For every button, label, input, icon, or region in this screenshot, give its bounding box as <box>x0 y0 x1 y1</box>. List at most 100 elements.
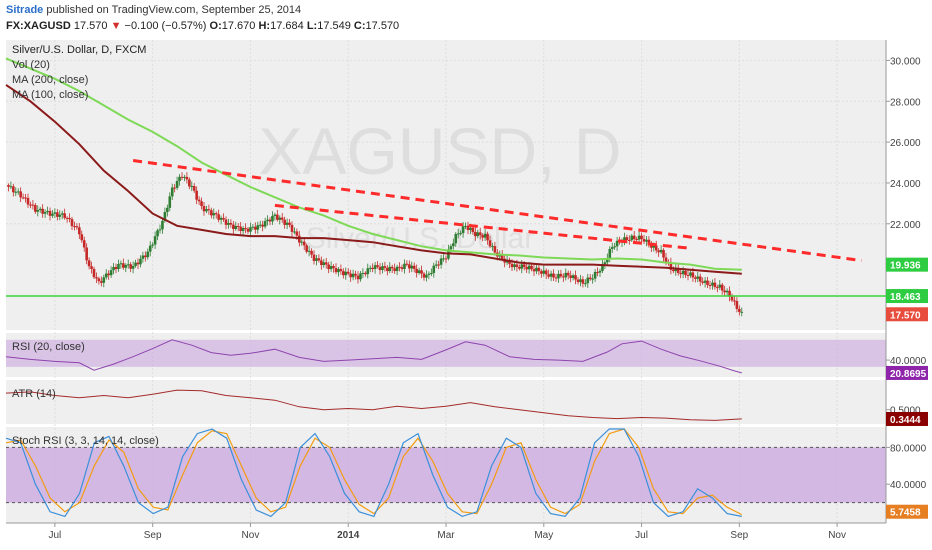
price-tick-0: 30.000 <box>890 56 921 67</box>
candle-body <box>178 176 181 182</box>
candle-body <box>535 267 538 272</box>
candle-body <box>239 226 242 232</box>
atr-line <box>5 389 742 421</box>
candle-body <box>322 262 326 266</box>
candle-body <box>554 277 558 279</box>
candle-body <box>29 204 32 206</box>
legend-ma100[interactable]: MA (100, close) <box>12 89 88 101</box>
candle-body <box>349 273 352 278</box>
author-link[interactable]: Sitrade <box>6 4 44 16</box>
candle-body <box>518 266 521 269</box>
candle-body <box>559 273 563 277</box>
candle-body <box>60 213 64 215</box>
candle-body <box>456 233 460 235</box>
high-value: 17.684 <box>270 20 304 32</box>
candle-body <box>249 227 252 232</box>
candle-body <box>334 268 338 273</box>
candle-body <box>7 185 10 187</box>
atr-badge: 0.3444 <box>890 415 921 426</box>
candle-body <box>562 276 565 278</box>
candle-body <box>672 269 675 272</box>
candle-body <box>290 224 294 232</box>
candle-body <box>302 241 306 246</box>
candle-body <box>241 227 245 232</box>
candle-body <box>246 228 250 232</box>
chart-canvas[interactable]: XAGUSD, D Silver/U.S. Dollar Silver/U.S.… <box>0 36 932 550</box>
candle-body <box>464 225 467 227</box>
candle-series <box>7 172 744 317</box>
candle-body <box>356 275 360 280</box>
candle-body <box>552 273 555 278</box>
candle-body <box>696 276 700 279</box>
candle-body <box>68 218 71 220</box>
trendline-upper[interactable] <box>132 159 862 263</box>
candle-body <box>139 258 142 265</box>
candle-body <box>642 239 646 242</box>
price-badge-0: 19.936 <box>890 261 921 272</box>
candle-body <box>417 270 421 274</box>
candle-body <box>403 263 406 269</box>
candle-body <box>425 274 428 278</box>
candle-body <box>329 266 333 270</box>
candle-body <box>388 266 392 272</box>
candle-body <box>654 245 658 251</box>
candle-body <box>276 214 279 220</box>
candle-body <box>544 270 548 275</box>
candle-body <box>708 285 712 287</box>
price-axis[interactable]: 30.000 28.000 26.000 24.000 22.000 40.0000 0.5… <box>885 40 927 523</box>
atr-title[interactable]: ATR (14) <box>12 388 56 400</box>
candle-body <box>261 224 264 227</box>
candle-body <box>669 262 673 270</box>
legend-ma200[interactable]: MA (200, close) <box>12 74 88 86</box>
close-value: 17.570 <box>365 20 400 32</box>
stoch-title[interactable]: Stoch RSI (3, 3, 14, 14, close) <box>12 435 159 447</box>
stoch-band <box>6 447 886 503</box>
candle-body <box>332 266 335 269</box>
symbol-label[interactable]: FX:XAGUSD <box>6 20 71 32</box>
candle-body <box>527 265 531 270</box>
atr-tick: 0.5000 <box>890 406 921 417</box>
candle-body <box>173 187 176 189</box>
stoch-tick-0: 80.0000 <box>890 443 927 454</box>
candle-body <box>354 273 357 276</box>
candle-body <box>337 269 340 273</box>
candle-body <box>637 235 641 240</box>
candle-body <box>26 197 30 205</box>
candle-body <box>124 265 128 268</box>
candle-body <box>532 269 536 272</box>
time-tick-8: Nov <box>828 530 846 541</box>
candle-body <box>92 268 96 278</box>
candle-body <box>632 235 636 240</box>
candle-body <box>635 239 638 241</box>
candle-body <box>185 176 189 180</box>
trendline-lower[interactable] <box>274 203 691 250</box>
legend-vol[interactable]: Vol (20) <box>12 59 50 71</box>
candle-body <box>647 239 651 246</box>
candle-body <box>320 260 323 266</box>
time-axis[interactable]: Jul Sep Nov 2014 Mar May Jul Sep Nov <box>6 522 886 541</box>
price-tick-4: 22.000 <box>890 220 921 231</box>
ohlc-open: O:17.670 <box>210 20 259 32</box>
candle-body <box>63 213 66 218</box>
candle-body <box>444 258 448 260</box>
candle-body <box>593 271 597 279</box>
candle-body <box>525 267 528 270</box>
price-badge-1: 18.463 <box>890 292 921 303</box>
candle-body <box>730 296 734 301</box>
candle-body <box>36 210 40 212</box>
candle-body <box>564 272 568 278</box>
candle-body <box>571 275 575 278</box>
candle-body <box>400 267 404 269</box>
candle-body <box>158 229 162 231</box>
candle-body <box>576 279 580 283</box>
candle-body <box>588 277 592 280</box>
candle-body <box>48 210 52 216</box>
candle-body <box>728 290 731 297</box>
open-label: O: <box>209 20 222 32</box>
candle-body <box>85 247 88 261</box>
time-tick-6: Jul <box>635 530 648 541</box>
candle-body <box>476 232 480 237</box>
candle-body <box>586 277 590 284</box>
rsi-title[interactable]: RSI (20, close) <box>12 341 85 353</box>
candle-body <box>161 220 164 230</box>
